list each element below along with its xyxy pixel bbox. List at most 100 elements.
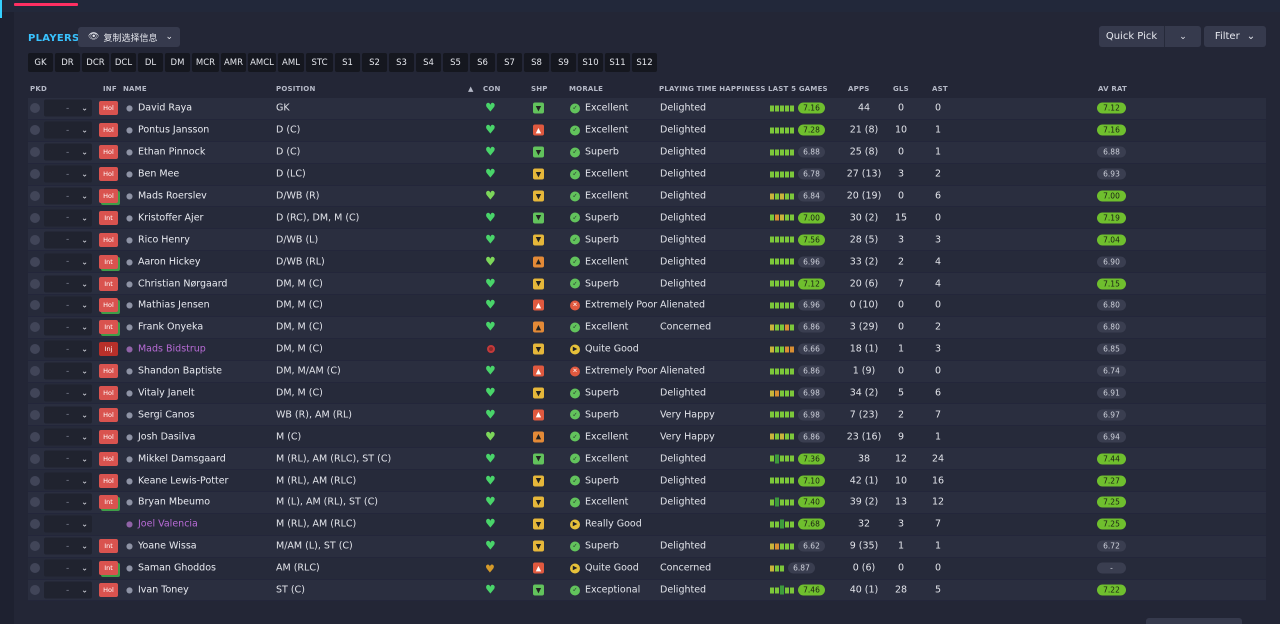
picked-toggle[interactable]	[30, 388, 40, 399]
chevron-down-icon[interactable]: ⌄	[1179, 31, 1187, 42]
picked-toggle[interactable]	[30, 322, 40, 333]
player-name[interactable]: ● Bryan Mbeumo	[126, 497, 210, 508]
info-badge[interactable]: Hol	[99, 473, 118, 488]
table-row[interactable]: - ⌄ Hol ● Mikkel Damsgaard M (RL), AM (R…	[28, 448, 1266, 471]
quick-pick-button[interactable]: Quick Pick ⌄	[1099, 26, 1201, 47]
position-tab-stc[interactable]: STC	[306, 53, 333, 72]
role-selector[interactable]: - ⌄	[44, 99, 92, 117]
info-badge[interactable]: Hol	[99, 364, 118, 379]
table-row[interactable]: - ⌄ Hol ● Ben Mee D (LC) ♥ ▼ ✓ Excellent…	[28, 163, 1266, 186]
table-row[interactable]: - ⌄ Hol ● Mads Roerslev D/WB (R) ♥ ▼ ✓ E…	[28, 185, 1266, 208]
position-tab-s11[interactable]: S11	[605, 53, 630, 72]
table-row[interactable]: - ⌄ Int ● Christian Nørgaard DM, M (C) ♥…	[28, 273, 1266, 296]
column-header-shp[interactable]: SHP	[531, 85, 548, 93]
role-selector[interactable]: - ⌄	[44, 296, 92, 314]
role-selector[interactable]: - ⌄	[44, 143, 92, 161]
role-selector[interactable]: - ⌄	[44, 165, 92, 183]
role-selector[interactable]: - ⌄	[44, 275, 92, 293]
info-badge[interactable]: Int	[99, 495, 118, 510]
picked-toggle[interactable]	[30, 519, 40, 530]
position-tab-mcr[interactable]: MCR	[192, 53, 219, 72]
table-row[interactable]: - ⌄ Hol ● Vitaly Janelt DM, M (C) ♥ ▼ ✓ …	[28, 382, 1266, 405]
table-row[interactable]: - ⌄ Hol ● Sergi Canos WB (R), AM (RL) ♥ …	[28, 404, 1266, 427]
info-badge[interactable]: Hol	[99, 189, 118, 203]
column-header-last5[interactable]: LAST 5 GAMES	[768, 85, 828, 93]
position-tab-dl[interactable]: DL	[138, 53, 163, 72]
player-name[interactable]: ● Aaron Hickey	[126, 256, 201, 267]
player-name[interactable]: ● Mikkel Damsgaard	[126, 453, 226, 464]
picked-toggle[interactable]	[30, 475, 40, 486]
player-name[interactable]: ● Vitaly Janelt	[126, 388, 195, 399]
position-tab-s6[interactable]: S6	[470, 53, 495, 72]
column-header-avrat[interactable]: AV RAT	[1098, 85, 1128, 93]
picked-toggle[interactable]	[30, 453, 40, 464]
filter-button[interactable]: Filter ⌄	[1204, 26, 1266, 47]
role-selector[interactable]: - ⌄	[44, 121, 92, 139]
role-selector[interactable]: - ⌄	[44, 581, 92, 599]
player-name[interactable]: ● Mads Roerslev	[126, 191, 207, 202]
player-name[interactable]: ● Ben Mee	[126, 169, 179, 180]
info-badge[interactable]: Hol	[99, 123, 118, 138]
column-header-position[interactable]: POSITION	[276, 85, 316, 93]
info-badge[interactable]: Hol	[99, 386, 118, 401]
table-row[interactable]: - ⌄ Int ● Aaron Hickey D/WB (RL) ♥ ▲ ✓ E…	[28, 251, 1266, 274]
player-name[interactable]: ● Mathias Jensen	[126, 300, 210, 311]
table-row[interactable]: - ⌄ ● Joel Valencia M (RL), AM (RLC) ♥ ▼…	[28, 513, 1266, 536]
player-name[interactable]: ● Mads Bidstrup	[126, 344, 206, 355]
info-badge[interactable]: Hol	[99, 145, 118, 160]
position-tab-s7[interactable]: S7	[497, 53, 522, 72]
role-selector[interactable]: - ⌄	[44, 406, 92, 424]
position-tab-dcr[interactable]: DCR	[82, 53, 109, 72]
picked-toggle[interactable]	[30, 212, 40, 223]
player-name[interactable]: ● Yoane Wissa	[126, 541, 197, 552]
player-name[interactable]: ● Rico Henry	[126, 234, 190, 245]
picked-toggle[interactable]	[30, 409, 40, 420]
role-selector[interactable]: - ⌄	[44, 559, 92, 577]
picked-toggle[interactable]	[30, 563, 40, 574]
position-tab-gk[interactable]: GK	[28, 53, 53, 72]
position-tab-s3[interactable]: S3	[389, 53, 414, 72]
column-header-inf[interactable]: INF	[103, 85, 117, 93]
player-name[interactable]: ● Joel Valencia	[126, 519, 198, 530]
picked-toggle[interactable]	[30, 234, 40, 245]
role-selector[interactable]: - ⌄	[44, 450, 92, 468]
copy-selection-button[interactable]: 👁 复制选择信息 ⌄	[78, 27, 180, 47]
role-selector[interactable]: - ⌄	[44, 209, 92, 227]
picked-toggle[interactable]	[30, 125, 40, 136]
info-badge[interactable]: Hol	[99, 101, 118, 116]
picked-toggle[interactable]	[30, 585, 40, 596]
picked-toggle[interactable]	[30, 300, 40, 311]
role-selector[interactable]: - ⌄	[44, 187, 92, 205]
position-tab-s9[interactable]: S9	[551, 53, 576, 72]
column-header-name[interactable]: NAME	[123, 85, 147, 93]
player-name[interactable]: ● Christian Nørgaard	[126, 278, 227, 289]
position-tab-s2[interactable]: S2	[362, 53, 387, 72]
info-badge[interactable]: Hol	[99, 298, 118, 313]
role-selector[interactable]: - ⌄	[44, 493, 92, 511]
table-row[interactable]: - ⌄ Hol ● David Raya GK ♥ ▼ ✓ Excellent …	[28, 98, 1266, 120]
info-badge[interactable]: Int	[99, 276, 118, 291]
player-name[interactable]: ● Kristoffer Ajer	[126, 212, 203, 223]
player-name[interactable]: ● David Raya	[126, 103, 192, 114]
position-tab-dcl[interactable]: DCL	[111, 53, 136, 72]
player-name[interactable]: ● Shandon Baptiste	[126, 366, 222, 377]
player-name[interactable]: ● Frank Onyeka	[126, 322, 203, 333]
position-tab-s5[interactable]: S5	[443, 53, 468, 72]
table-row[interactable]: - ⌄ Hol ● Keane Lewis-Potter M (RL), AM …	[28, 470, 1266, 493]
role-selector[interactable]: - ⌄	[44, 231, 92, 249]
column-header-pkd[interactable]: PKD	[30, 85, 47, 93]
column-header-morale[interactable]: MORALE	[569, 85, 604, 93]
table-row[interactable]: - ⌄ Int ● Yoane Wissa M/AM (L), ST (C) ♥…	[28, 535, 1266, 558]
role-selector[interactable]: - ⌄	[44, 428, 92, 446]
info-badge[interactable]: Int	[99, 539, 118, 554]
picked-toggle[interactable]	[30, 541, 40, 552]
column-header-happiness[interactable]: PLAYING TIME HAPPINESS	[659, 85, 766, 93]
position-tab-s1[interactable]: S1	[335, 53, 360, 72]
position-tab-s4[interactable]: S4	[416, 53, 441, 72]
player-name[interactable]: ● Keane Lewis-Potter	[126, 475, 228, 486]
picked-toggle[interactable]	[30, 256, 40, 267]
position-tab-amr[interactable]: AMR	[221, 53, 246, 72]
role-selector[interactable]: - ⌄	[44, 340, 92, 358]
picked-toggle[interactable]	[30, 103, 40, 114]
table-row[interactable]: - ⌄ Hol ● Ivan Toney ST (C) ♥ ▼ ✓ Except…	[28, 579, 1266, 602]
